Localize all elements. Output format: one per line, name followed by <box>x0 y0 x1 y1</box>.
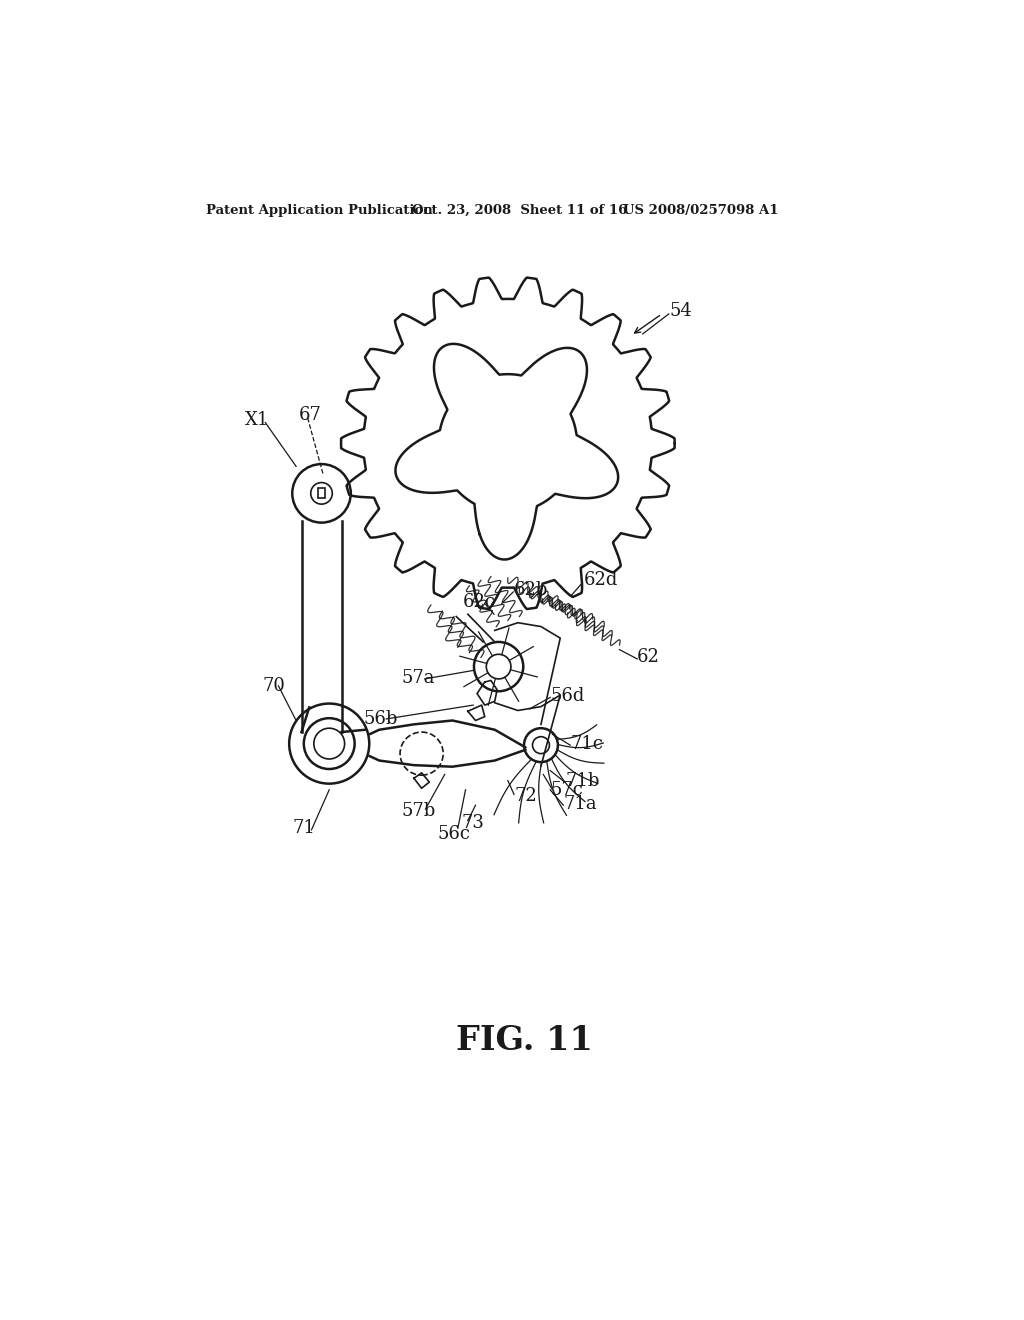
Text: Oct. 23, 2008  Sheet 11 of 16: Oct. 23, 2008 Sheet 11 of 16 <box>412 205 627 218</box>
Text: 62b: 62b <box>514 581 549 598</box>
Text: 57c: 57c <box>550 781 583 799</box>
Text: 67: 67 <box>298 405 322 424</box>
Text: 71a: 71a <box>563 795 597 813</box>
Text: 56d: 56d <box>550 686 585 705</box>
Text: 57a: 57a <box>401 669 435 688</box>
Text: 57b: 57b <box>401 803 436 820</box>
Text: 73: 73 <box>462 814 484 832</box>
Text: Patent Application Publication: Patent Application Publication <box>206 205 433 218</box>
Text: 71: 71 <box>292 820 315 837</box>
Text: 72: 72 <box>514 787 537 805</box>
Text: 54: 54 <box>670 302 692 319</box>
Text: 70: 70 <box>263 677 286 694</box>
Text: 56c: 56c <box>437 825 470 842</box>
Bar <box>318 488 325 499</box>
Text: 56b: 56b <box>364 710 397 727</box>
Text: 62c: 62c <box>463 593 497 611</box>
Text: 71c: 71c <box>571 735 604 752</box>
Text: 62: 62 <box>637 648 660 667</box>
Text: US 2008/0257098 A1: US 2008/0257098 A1 <box>624 205 779 218</box>
Text: 71b: 71b <box>565 772 600 789</box>
Text: 62d: 62d <box>584 572 617 589</box>
Text: FIG. 11: FIG. 11 <box>457 1023 593 1056</box>
Text: X1: X1 <box>245 412 269 429</box>
